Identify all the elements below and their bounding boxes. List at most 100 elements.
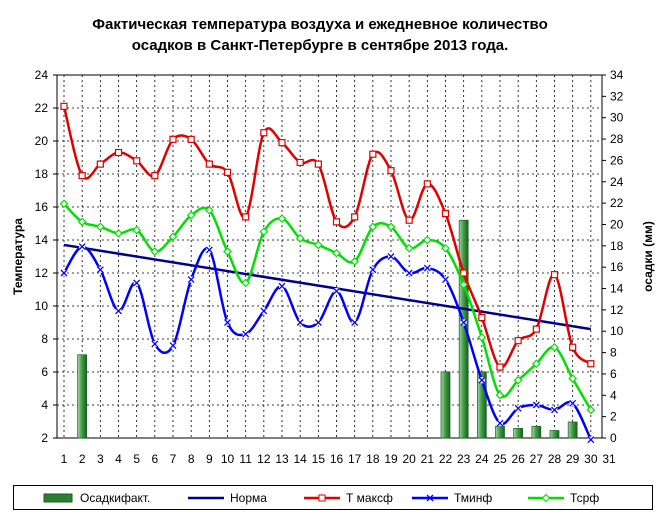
- y-axis-title-right: осадки (мм): [641, 221, 655, 292]
- chart-title: Фактическая температура воздуха и ежедне…: [40, 14, 600, 56]
- data-point: [351, 213, 359, 221]
- legend: Осадкифакт. Норма Т максф Тминф Тсрф: [13, 485, 653, 510]
- data-point-x: [478, 376, 486, 384]
- x-tick-label: 26: [511, 452, 525, 466]
- data-point: [95, 222, 105, 232]
- data-point-x: [278, 282, 286, 290]
- data-point-x: [96, 266, 104, 274]
- x-tick-label: 13: [275, 452, 289, 466]
- data-point-x: [242, 330, 250, 338]
- data-point: [478, 313, 486, 322]
- precipitation-bars: [77, 219, 578, 439]
- x-tick-label: 15: [312, 452, 326, 466]
- x-tick-label: 4: [115, 452, 122, 466]
- chart-svg: 2468101214161820222402468101214161820222…: [11, 68, 655, 466]
- y-tick-label-left: 14: [35, 233, 49, 247]
- data-point: [587, 360, 595, 368]
- data-point: [150, 247, 160, 256]
- series-2: [60, 102, 595, 371]
- precip-bar: [549, 430, 560, 439]
- data-point: [387, 167, 395, 175]
- data-point: [259, 227, 269, 237]
- precip-bar: [440, 371, 451, 439]
- data-point: [168, 232, 178, 242]
- data-point-x: [514, 404, 522, 412]
- legend-item: Т максф: [302, 490, 393, 506]
- data-point-x: [296, 319, 304, 326]
- data-point: [223, 247, 232, 256]
- legend-label: Норма: [230, 491, 267, 505]
- series-3: [60, 243, 595, 444]
- precip-bar: [77, 354, 88, 439]
- data-point-x: [351, 319, 359, 326]
- data-point-x: [260, 307, 268, 315]
- y-tick-label-right: 22: [610, 196, 624, 210]
- data-point: [531, 359, 541, 369]
- x-tick-label: 19: [384, 452, 398, 466]
- data-point-x: [551, 406, 558, 414]
- precip-bar: [495, 425, 505, 439]
- x-tick-label: 23: [457, 452, 471, 466]
- legend-item: Осадкифакт.: [36, 490, 150, 506]
- precip-bar: [513, 428, 524, 439]
- data-point: [314, 160, 322, 168]
- x-tick-label: 2: [79, 452, 86, 466]
- data-point: [133, 157, 141, 165]
- precip-bar: [531, 425, 542, 439]
- data-point-x: [423, 264, 431, 272]
- x-tick-label: 22: [439, 452, 453, 466]
- data-point: [550, 271, 559, 279]
- data-point: [569, 343, 577, 351]
- data-point-x: [496, 419, 504, 427]
- y-tick-label-right: 6: [610, 367, 617, 381]
- data-point-x: [187, 276, 195, 284]
- series-line: [63, 243, 592, 331]
- chart-title-line-2: осадков в Санкт-Петербурге в сентябре 20…: [131, 37, 509, 54]
- legend-swatch: [304, 494, 340, 502]
- legend-label: Осадкифакт.: [80, 491, 151, 505]
- data-point: [369, 150, 377, 158]
- data-point-x: [569, 399, 577, 407]
- data-point: [186, 210, 196, 220]
- x-tick-label: 25: [493, 452, 507, 466]
- data-point: [241, 278, 251, 288]
- data-point-x: [460, 319, 468, 326]
- y-tick-label-right: 16: [610, 260, 624, 274]
- legend-item: Тсрф: [526, 490, 599, 506]
- data-point: [532, 325, 540, 333]
- precip-bar: [458, 219, 469, 439]
- data-point: [78, 172, 86, 180]
- data-point: [223, 168, 232, 176]
- data-point: [278, 139, 286, 147]
- y-tick-label-right: 18: [610, 239, 624, 253]
- x-tick-label: 6: [151, 452, 158, 466]
- data-point: [77, 217, 87, 227]
- y-tick-label-right: 8: [610, 346, 617, 360]
- data-point: [96, 160, 104, 168]
- data-point: [550, 342, 559, 352]
- x-tick-label: 8: [188, 452, 195, 466]
- legend-swatch: [188, 496, 224, 500]
- data-point: [204, 205, 214, 215]
- chart-title-line-1: Фактическая температура воздуха и ежедне…: [92, 16, 548, 33]
- data-point: [187, 135, 195, 143]
- data-point-x: [442, 276, 449, 284]
- data-point: [404, 243, 414, 253]
- data-point-x: [60, 269, 68, 277]
- data-point-x: [115, 307, 122, 315]
- legend-label: Т максф: [346, 491, 393, 505]
- data-point: [405, 216, 413, 224]
- series-4: [59, 199, 596, 415]
- x-tick-label: 20: [402, 452, 416, 466]
- data-point: [205, 160, 213, 168]
- x-tick-label: 16: [330, 452, 344, 466]
- data-point: [514, 337, 522, 345]
- data-point: [313, 240, 323, 250]
- y-tick-label-left: 16: [35, 200, 49, 214]
- data-point: [114, 229, 123, 238]
- y-tick-label-left: 18: [35, 167, 49, 181]
- y-tick-label-right: 24: [610, 175, 624, 189]
- data-point-x: [224, 319, 231, 326]
- data-point: [242, 213, 250, 221]
- data-point-x: [78, 243, 86, 251]
